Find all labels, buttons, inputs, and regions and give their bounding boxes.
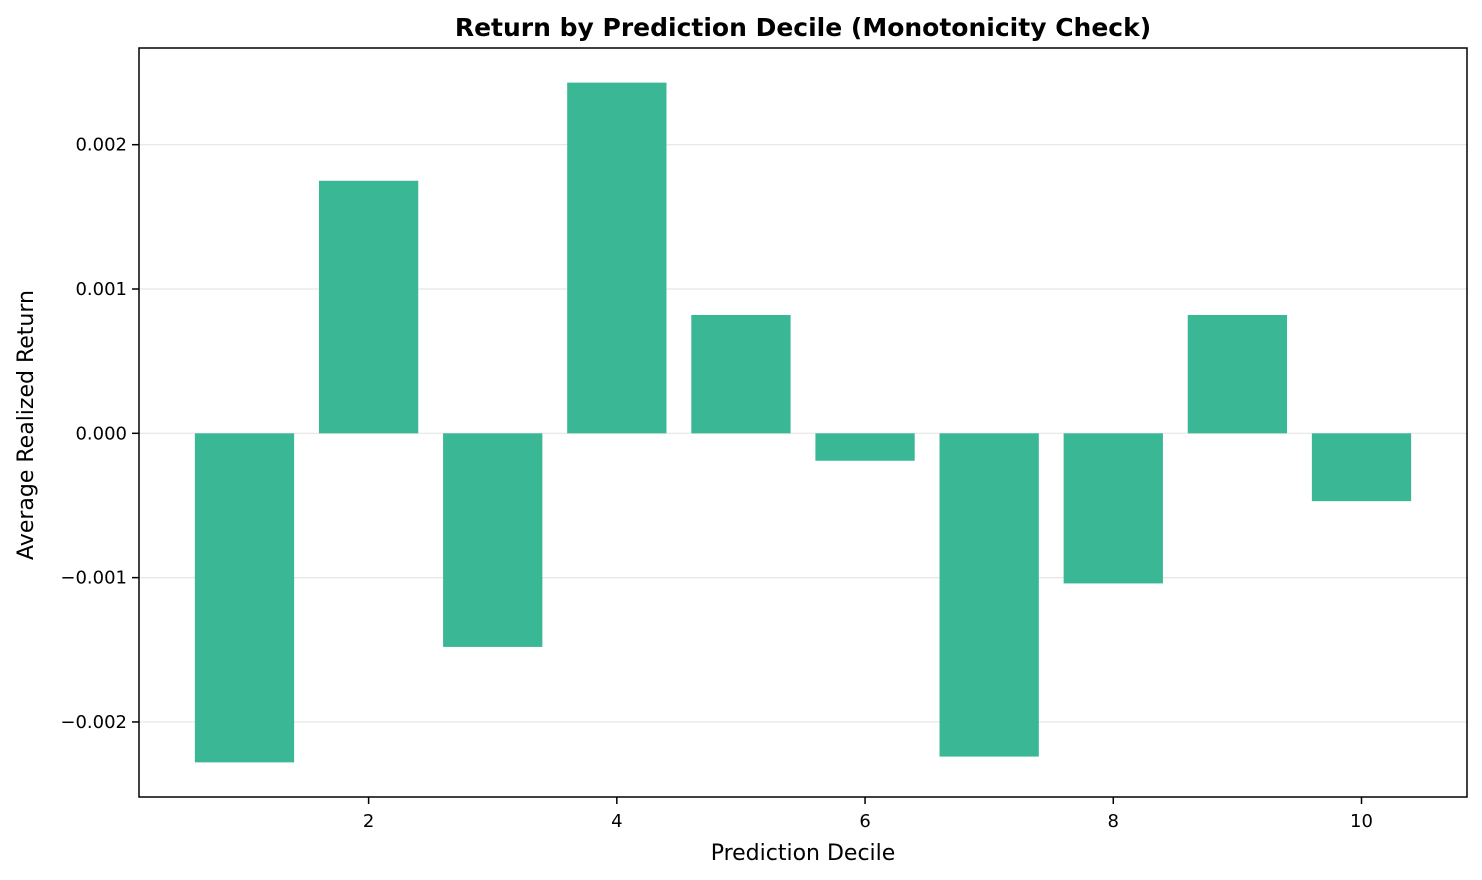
chart-title: Return by Prediction Decile (Monotonicit…	[455, 13, 1151, 42]
x-tick-label-4: 4	[611, 811, 622, 832]
bar-decile-6	[815, 433, 915, 461]
x-axis-ticks: 2 4 6 8 10	[363, 797, 1373, 832]
y-tick-label-2: 0.000	[75, 423, 127, 444]
bar-decile-1	[194, 433, 295, 763]
y-tick-label-1: −0.001	[60, 568, 127, 589]
bar-decile-7	[939, 433, 1039, 757]
bar-decile-8	[1063, 433, 1163, 584]
x-tick-label-2: 2	[363, 811, 374, 832]
bar-decile-2	[318, 180, 419, 434]
y-tick-label-4: 0.002	[75, 135, 127, 156]
bar-decile-9	[1187, 314, 1288, 434]
x-tick-label-8: 8	[1108, 811, 1119, 832]
plot-frame	[138, 47, 1468, 798]
bar-decile-3	[443, 433, 543, 647]
y-axis-ticks: −0.002 −0.001 0.000 0.001 0.002	[60, 135, 139, 733]
x-tick-label-10: 10	[1350, 811, 1373, 832]
bar-decile-10	[1311, 433, 1412, 502]
x-tick-label-6: 6	[859, 811, 870, 832]
y-axis-label: Average Realized Return	[14, 290, 39, 560]
y-tick-label-3: 0.001	[75, 279, 127, 300]
bar-decile-5	[691, 314, 791, 434]
bars	[194, 82, 1412, 763]
x-axis-label: Prediction Decile	[711, 841, 896, 866]
bar-decile-4	[567, 82, 667, 434]
y-tick-label-0: −0.002	[60, 712, 127, 733]
